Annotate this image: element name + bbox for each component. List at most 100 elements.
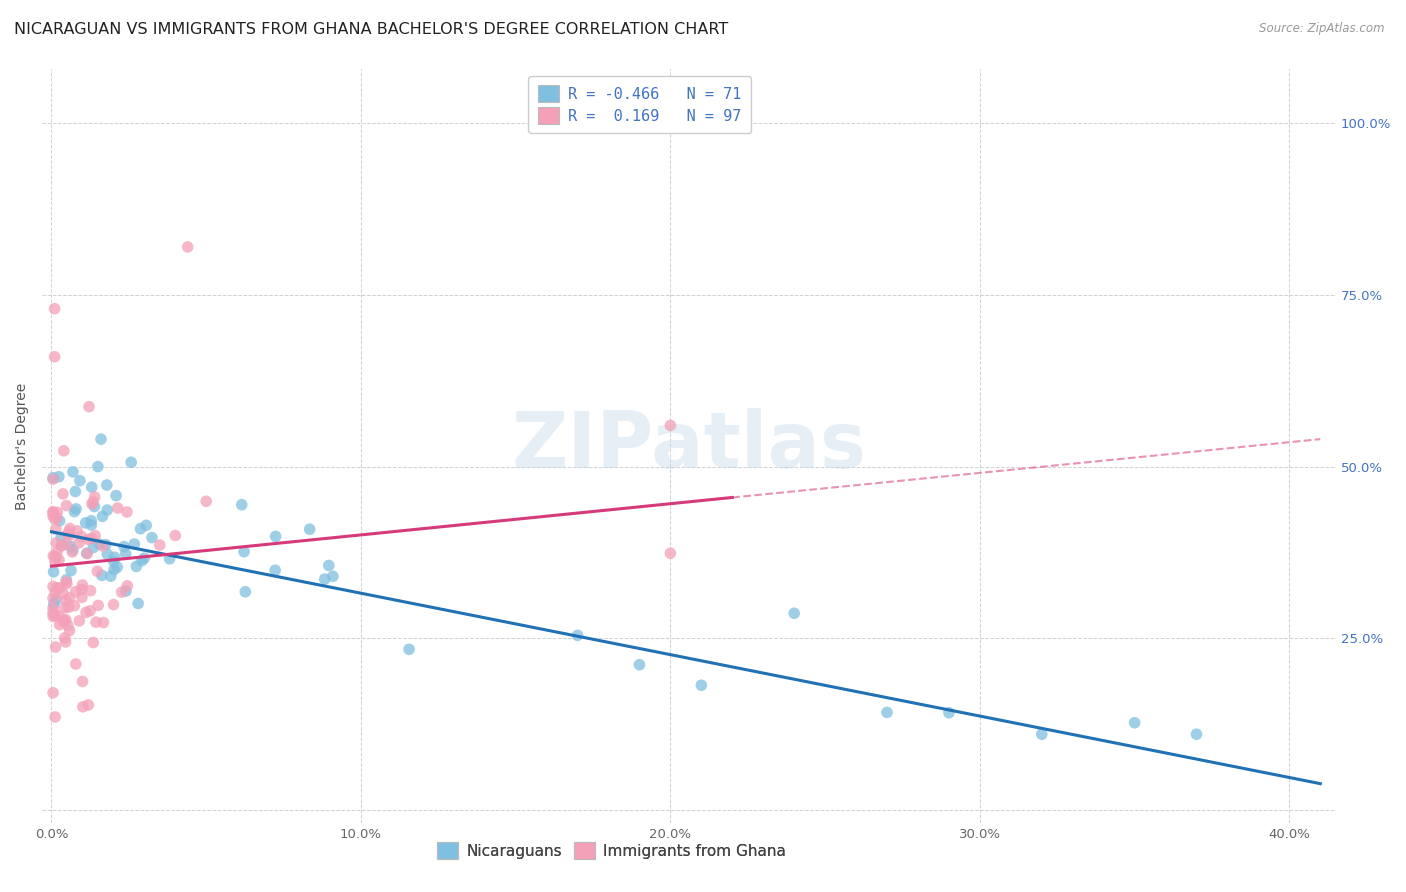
- Point: [314, 572, 336, 586]
- Point: [129, 522, 152, 536]
- Point: [62, 465, 84, 479]
- Point: [231, 498, 253, 512]
- Point: [58, 600, 80, 615]
- Point: [117, 579, 139, 593]
- Y-axis label: Bachelor's Degree: Bachelor's Degree: [15, 383, 30, 509]
- Point: [876, 706, 898, 720]
- Point: [44, 301, 66, 316]
- Point: [659, 418, 682, 433]
- Point: [105, 560, 128, 574]
- Point: [55, 635, 77, 649]
- Point: [60, 545, 83, 559]
- Point: [120, 455, 142, 469]
- Point: [80, 532, 103, 546]
- Point: [56, 618, 79, 632]
- Point: [93, 615, 115, 630]
- Point: [42, 472, 65, 486]
- Point: [66, 524, 89, 538]
- Point: [783, 607, 806, 621]
- Text: Source: ZipAtlas.com: Source: ZipAtlas.com: [1260, 22, 1385, 36]
- Point: [55, 537, 77, 551]
- Point: [42, 601, 65, 615]
- Point: [63, 599, 86, 613]
- Point: [76, 547, 98, 561]
- Point: [48, 469, 70, 483]
- Point: [124, 537, 146, 551]
- Point: [72, 674, 94, 689]
- Point: [45, 592, 67, 607]
- Point: [55, 593, 77, 607]
- Point: [59, 528, 82, 542]
- Point: [264, 563, 287, 577]
- Point: [77, 533, 100, 547]
- Point: [44, 512, 66, 526]
- Point: [159, 551, 181, 566]
- Point: [48, 514, 70, 528]
- Text: NICARAGUAN VS IMMIGRANTS FROM GHANA BACHELOR'S DEGREE CORRELATION CHART: NICARAGUAN VS IMMIGRANTS FROM GHANA BACH…: [14, 22, 728, 37]
- Point: [59, 539, 82, 553]
- Point: [52, 615, 75, 629]
- Point: [111, 585, 134, 599]
- Point: [82, 495, 104, 509]
- Point: [46, 581, 69, 595]
- Point: [53, 614, 76, 628]
- Point: [42, 609, 65, 624]
- Point: [1185, 727, 1208, 741]
- Point: [51, 538, 73, 552]
- Point: [42, 506, 65, 520]
- Point: [89, 537, 111, 551]
- Point: [659, 546, 682, 560]
- Point: [91, 509, 114, 524]
- Point: [90, 568, 112, 582]
- Point: [49, 531, 72, 545]
- Point: [322, 569, 344, 583]
- Point: [112, 540, 135, 554]
- Point: [65, 502, 87, 516]
- Point: [42, 686, 65, 700]
- Point: [44, 585, 66, 599]
- Point: [264, 529, 287, 543]
- Point: [135, 518, 157, 533]
- Point: [114, 547, 136, 561]
- Point: [52, 487, 75, 501]
- Point: [82, 635, 104, 649]
- Point: [233, 544, 256, 558]
- Point: [94, 538, 117, 552]
- Point: [49, 581, 72, 595]
- Point: [65, 657, 87, 671]
- Point: [103, 563, 125, 577]
- Point: [131, 553, 153, 567]
- Point: [72, 699, 94, 714]
- Point: [103, 554, 125, 568]
- Point: [65, 484, 87, 499]
- Point: [70, 582, 93, 597]
- Point: [44, 555, 66, 569]
- Point: [87, 599, 110, 613]
- Point: [56, 576, 79, 591]
- Point: [42, 591, 65, 606]
- Point: [48, 617, 70, 632]
- Point: [938, 706, 960, 720]
- Point: [398, 642, 420, 657]
- Point: [67, 614, 90, 628]
- Point: [80, 517, 103, 532]
- Point: [48, 608, 70, 623]
- Point: [115, 505, 138, 519]
- Point: [87, 459, 110, 474]
- Point: [165, 528, 187, 542]
- Point: [58, 524, 80, 539]
- Point: [77, 400, 100, 414]
- Point: [567, 628, 589, 642]
- Point: [69, 474, 91, 488]
- Point: [45, 550, 67, 565]
- Point: [44, 710, 66, 724]
- Point: [104, 550, 127, 565]
- Point: [1031, 727, 1053, 741]
- Point: [55, 613, 77, 627]
- Point: [141, 531, 163, 545]
- Legend: Nicaraguans, Immigrants from Ghana: Nicaraguans, Immigrants from Ghana: [430, 836, 792, 865]
- Point: [149, 538, 172, 552]
- Point: [115, 584, 138, 599]
- Point: [127, 597, 149, 611]
- Point: [67, 536, 90, 550]
